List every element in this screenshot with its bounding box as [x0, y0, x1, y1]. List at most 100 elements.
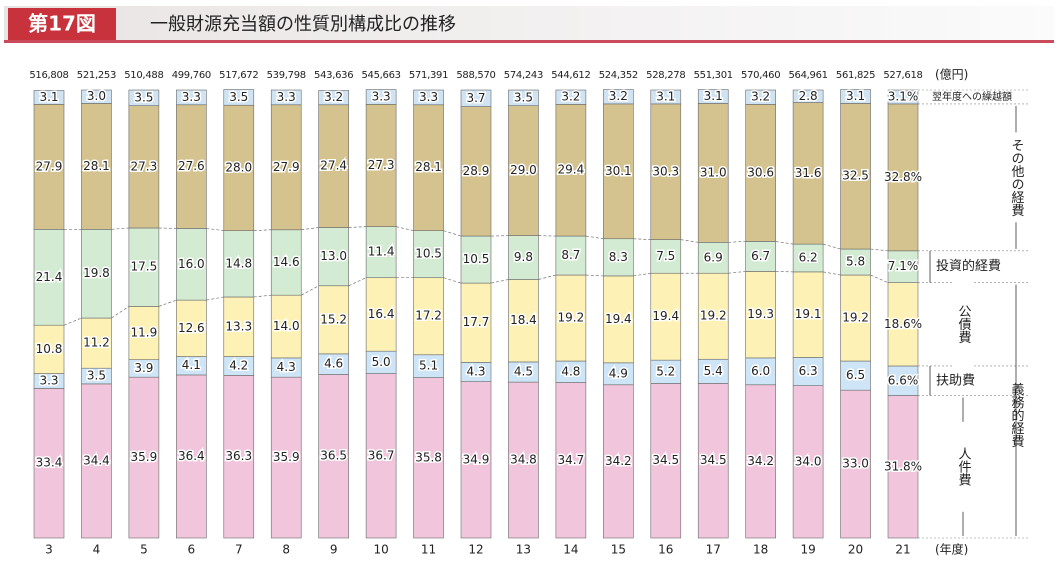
- bar-segment: [460, 89, 492, 107]
- value-label: 3.2: [324, 90, 343, 104]
- value-label: 3.3: [419, 90, 438, 104]
- bar-segment: [365, 277, 397, 352]
- value-label: 34.0: [795, 454, 822, 468]
- bar-segment: [33, 324, 65, 374]
- total-label: 510,488: [124, 70, 163, 81]
- value-label: 3.3: [372, 89, 391, 103]
- bar-segment: [603, 89, 634, 105]
- x-tick-label: 8: [282, 543, 290, 557]
- x-tick-label: 9: [330, 543, 338, 557]
- total-label: 521,253: [77, 70, 116, 81]
- bar-segment: [270, 89, 302, 106]
- value-label: 19.4: [605, 312, 632, 326]
- value-label: 3.0: [87, 89, 106, 103]
- value-label: 17.7: [463, 315, 490, 329]
- value-label: 3.2: [609, 89, 628, 103]
- value-label: 10.5: [463, 252, 490, 266]
- bar-segment: [318, 104, 349, 228]
- value-label: 34.9: [463, 452, 490, 466]
- connector: [728, 271, 746, 274]
- x-axis-unit: (年度): [935, 542, 968, 557]
- total-label: 527,618: [883, 70, 922, 81]
- connector: [348, 277, 367, 287]
- connector: [585, 274, 604, 277]
- value-label: 19.2: [842, 311, 869, 325]
- value-label: 34.8: [510, 453, 537, 467]
- value-label: 5.1: [419, 359, 438, 373]
- x-tick-label: 10: [373, 543, 388, 557]
- value-label: 12.6: [178, 321, 205, 335]
- legend-label: 人件費: [956, 447, 972, 486]
- x-tick-label: 13: [516, 543, 531, 557]
- bar-segment: [697, 272, 729, 360]
- value-label: 31.8%: [884, 459, 922, 473]
- x-tick-label: 11: [421, 543, 436, 557]
- bar-segment: [81, 103, 112, 230]
- value-label: 35.9: [273, 450, 300, 464]
- value-label: 19.3: [747, 307, 774, 321]
- bar-segment: [840, 248, 871, 276]
- value-label: 13.0: [320, 249, 347, 263]
- connector: [443, 277, 462, 284]
- bar-segment: [176, 299, 207, 357]
- bar-segment: [508, 105, 539, 236]
- legend-label: 扶助費: [936, 373, 975, 388]
- value-label: 11.9: [131, 326, 158, 340]
- value-label: 16.0: [178, 257, 205, 271]
- x-tick-label: 5: [140, 543, 148, 557]
- bar-segment: [318, 285, 349, 355]
- bar-segment: [128, 105, 160, 229]
- value-label: 21.4: [36, 270, 63, 284]
- value-label: 32.5: [842, 169, 869, 183]
- bar-segment: [33, 229, 65, 326]
- bar-segment: [318, 374, 349, 539]
- bar-segment: [697, 103, 729, 243]
- value-label: 31.6: [795, 166, 822, 180]
- bar-segment: [650, 103, 682, 240]
- x-tick-label: 7: [235, 543, 243, 557]
- value-label: 33.0: [842, 457, 869, 471]
- value-label: 11.2: [83, 336, 110, 350]
- value-label: 14.6: [273, 255, 300, 269]
- connector: [490, 279, 509, 284]
- value-label: 3.3: [182, 90, 201, 104]
- bar-segment: [33, 90, 65, 105]
- value-label: 3.1: [846, 89, 865, 103]
- value-label: 30.3: [652, 164, 679, 178]
- bar-segment: [365, 226, 397, 279]
- bar-segment: [650, 89, 682, 105]
- group-label: 義務的経費: [1009, 382, 1025, 448]
- value-label: 19.2: [558, 311, 585, 325]
- total-label: 588,570: [456, 70, 495, 81]
- value-label: 34.2: [747, 454, 774, 468]
- bar-segment: [33, 388, 65, 539]
- value-label: 5.2: [656, 364, 675, 378]
- total-label: 551,301: [694, 70, 733, 81]
- header-band: [4, 6, 1054, 42]
- value-label: 30.1: [605, 164, 632, 178]
- value-label: 4.2: [229, 358, 248, 372]
- bar-segment: [650, 272, 682, 361]
- chart-title: 一般財源充当額の性質別構成比の推移: [150, 14, 456, 35]
- value-label: 6.2: [799, 251, 818, 265]
- connector: [870, 274, 889, 283]
- value-label: 3.5: [229, 90, 248, 104]
- total-label: 499,760: [172, 70, 211, 81]
- bar-segment: [460, 235, 492, 284]
- bar-segment: [508, 89, 539, 106]
- value-label: 11.4: [368, 245, 395, 259]
- value-label: 4.3: [277, 360, 296, 374]
- value-label: 14.0: [273, 319, 300, 333]
- value-label: 15.2: [320, 312, 347, 326]
- value-label: 2.8: [799, 89, 818, 103]
- x-tick-label: 18: [753, 543, 768, 557]
- connector: [728, 241, 746, 243]
- value-label: 19.8: [83, 266, 110, 280]
- legend-label: 投資的経費: [936, 258, 1001, 274]
- value-label: 28.0: [225, 160, 252, 174]
- bar-segment: [81, 383, 112, 539]
- bar-segment: [365, 89, 397, 105]
- bar-segment: [223, 89, 255, 106]
- value-label: 28.1: [415, 160, 442, 174]
- total-label: 571,391: [409, 70, 448, 81]
